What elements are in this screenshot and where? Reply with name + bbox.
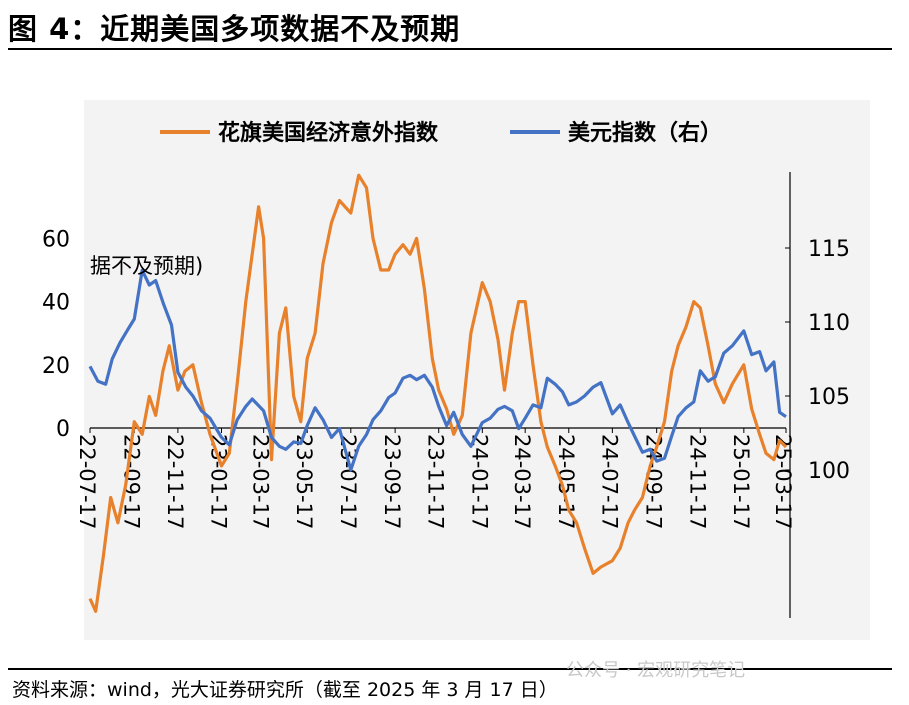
- x-tick-label: 24-05-17: [554, 434, 578, 529]
- x-tick-label: 25-03-17: [771, 434, 795, 529]
- left-tick-label: 60: [42, 227, 70, 252]
- left-tick-label: 0: [56, 417, 70, 442]
- x-tick-label: 23-05-17: [292, 434, 316, 529]
- left-tick-label: 20: [42, 354, 70, 379]
- left-tick-label: 40: [42, 291, 70, 316]
- x-tick-label: 23-01-17: [206, 434, 230, 529]
- legend-label: 花旗美国经济意外指数: [218, 120, 439, 146]
- x-tick-label: 25-01-17: [729, 434, 753, 529]
- right-tick-label: 105: [808, 385, 850, 410]
- x-tick-label: 23-03-17: [249, 434, 273, 529]
- x-tick-label: 24-01-17: [467, 434, 491, 529]
- series-line-dxy: [88, 268, 787, 472]
- right-tick-label: 100: [808, 459, 850, 484]
- right-tick-label: 115: [808, 237, 850, 262]
- watermark: 公众号 · 宏观研究笔记: [566, 660, 746, 681]
- chart-annotation: 据不及预期): [90, 254, 203, 278]
- right-tick-label: 110: [808, 311, 850, 336]
- source-rule: [8, 668, 892, 670]
- chart-series: [88, 173, 788, 613]
- figure-title: 图 4：近期美国多项数据不及预期: [8, 12, 461, 46]
- x-tick-label: 23-11-17: [424, 434, 448, 529]
- series-line-esi: [88, 173, 788, 613]
- x-tick-label: 23-07-17: [336, 434, 360, 529]
- source-note: 资料来源：wind，光大证券研究所（截至 2025 年 3 月 17 日）: [12, 679, 558, 701]
- chart-legend: 花旗美国经济意外指数 美元指数（右）: [160, 120, 722, 146]
- title-rule: [8, 48, 892, 50]
- x-tick-label: 22-07-17: [75, 434, 99, 529]
- x-tick-label: 23-09-17: [380, 434, 404, 529]
- x-tick-label: 22-11-17: [163, 434, 187, 529]
- chart-axes: 0 20 40 60 100 105 110 115 22-07-17 22-09-17 22-11…: [42, 172, 850, 618]
- x-tick-label: 24-03-17: [510, 434, 534, 529]
- x-tick-label: 22-09-17: [119, 434, 143, 529]
- legend-label: 美元指数（右）: [568, 120, 722, 146]
- x-tick-label: 24-07-17: [597, 434, 621, 529]
- x-tick-label: 24-11-17: [685, 434, 709, 529]
